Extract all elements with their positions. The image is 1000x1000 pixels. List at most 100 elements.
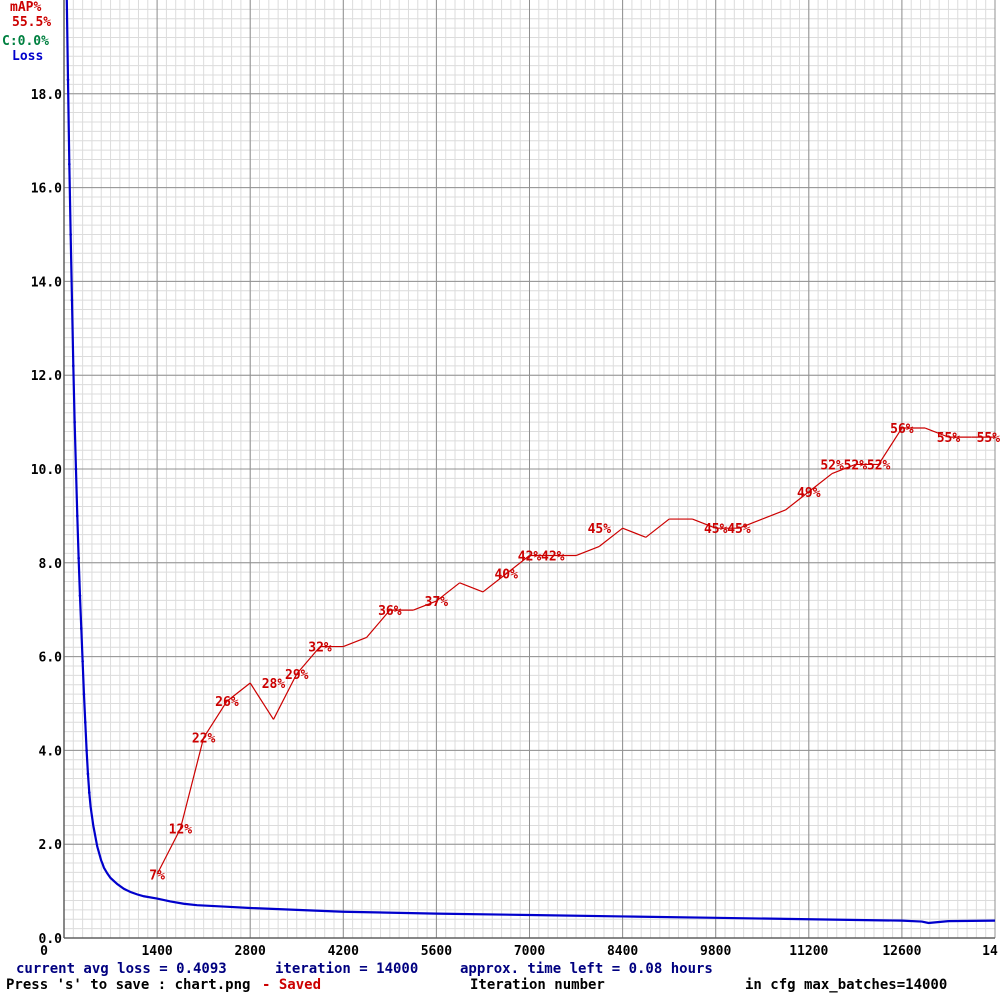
x-tick-label: 12600 [882, 944, 921, 959]
y-tick-label: 14.0 [31, 275, 62, 290]
map-line-segment [226, 682, 251, 702]
legend-map-title: mAP% [10, 0, 42, 15]
map-data-label: 49% [797, 486, 821, 501]
loss-point [81, 659, 84, 663]
loss-point [82, 692, 86, 696]
loss-point [77, 556, 80, 560]
map-line-segment [249, 682, 274, 720]
loss-point [70, 298, 74, 302]
map-data-label: 56% [890, 422, 914, 437]
map-line-segment [366, 609, 391, 638]
map-line-segment [343, 636, 367, 648]
map-line-segment [622, 527, 647, 538]
map-line-segment [924, 427, 949, 438]
status-save-hint: Press 's' to save : chart.png [6, 977, 251, 993]
loss-line [65, 0, 996, 925]
x-tick-label: 9800 [700, 944, 731, 959]
y-tick-label: 18.0 [31, 88, 62, 103]
loss-point [73, 420, 76, 424]
status-saved: - Saved [262, 977, 322, 993]
map-line-segment [831, 463, 856, 475]
legend-map-value: 55.5% [12, 15, 52, 30]
y-tick-label: 16.0 [31, 182, 62, 197]
map-data-label: 28% [262, 677, 286, 692]
map-data-label: 29% [285, 668, 309, 683]
map-data-label: 45% [727, 522, 751, 537]
loss-point [83, 720, 87, 724]
loss-point [79, 627, 83, 630]
loss-point [68, 162, 71, 166]
map-line-segment [762, 509, 786, 520]
x-tick-label: 4200 [328, 944, 359, 959]
y-axis-ticks: 0.0 2.0 4.0 6.0 8.0 10.0 12.0 14.0 16.0 18.0 [31, 88, 62, 947]
loss-point [72, 364, 75, 368]
x-tick-label: 8400 [607, 944, 638, 959]
y-tick-label: 0.0 [39, 932, 63, 947]
map-line-segment [203, 700, 228, 738]
map-line-segment [156, 828, 181, 875]
loss-point [76, 514, 79, 518]
loss-point [86, 772, 90, 776]
map-data-label: 26% [215, 695, 239, 710]
loss-point [78, 594, 82, 597]
map-series [156, 427, 995, 875]
map-line-segment [505, 555, 530, 575]
loss-point [74, 467, 78, 471]
major-grid [63, 0, 996, 939]
x-tick-label: 0 [40, 944, 48, 959]
loss-point [66, 78, 70, 82]
x-tick-label: 11200 [789, 944, 828, 959]
map-line-segment [878, 427, 903, 465]
map-data-label: 22% [192, 732, 216, 747]
y-tick-label: 12.0 [31, 369, 62, 384]
map-line-segment [645, 518, 670, 538]
map-line-segment [785, 491, 810, 511]
map-line-segment [482, 573, 507, 593]
status-avg-loss: current avg loss = 0.4093 [16, 961, 227, 977]
loss-point [85, 749, 88, 752]
loss-point [87, 791, 91, 794]
y-tick-label: 10.0 [31, 463, 62, 478]
status-max-batches: in cfg max_batches=14000 [745, 977, 948, 993]
map-line-segment [412, 600, 437, 611]
map-data-label: 52% [844, 458, 868, 473]
map-data-label: 52% [867, 458, 891, 473]
x-tick-label: 1400 [141, 944, 172, 959]
status-time-left: approx. time left = 0.08 hours [460, 961, 713, 977]
map-line-segment [296, 646, 321, 675]
map-data-label: 42% [518, 550, 542, 565]
map-data-label: 55% [937, 431, 961, 446]
x-axis-ticks: 0 1400 2800 4200 5600 7000 8400 9800 11200 12600 1… [40, 944, 998, 959]
x-tick-label: 2800 [235, 944, 266, 959]
map-line-segment [738, 518, 763, 529]
y-tick-label: 2.0 [39, 838, 63, 853]
y-tick-label: 6.0 [39, 651, 63, 666]
x-tick-label: 7000 [514, 944, 545, 959]
loss-point [69, 233, 72, 236]
map-data-label: 37% [425, 595, 449, 610]
y-tick-label: 4.0 [39, 744, 63, 759]
map-data-label: 32% [308, 641, 332, 656]
map-line-segment [436, 582, 461, 602]
map-data-labels: 7%12%22%26%28%29%32%36%37%40%42% 42%45% 45… [149, 422, 1000, 883]
map-data-label: 7% [149, 868, 165, 883]
x-tick-label: 14 [982, 944, 998, 959]
map-data-label: 52% [820, 458, 844, 473]
map-data-label: 40% [494, 568, 518, 583]
map-data-label: 45% [704, 522, 728, 537]
map-line-segment [459, 582, 484, 593]
map-line-segment [692, 518, 716, 529]
map-data-label: 45% [588, 522, 612, 537]
map-data-label: 36% [378, 604, 402, 619]
map-data-label: 42% [541, 550, 565, 565]
x-tick-label: 5600 [421, 944, 452, 959]
status-iteration: iteration = 14000 [275, 961, 419, 977]
map-line-segment [808, 473, 833, 493]
y-tick-label: 8.0 [39, 557, 63, 572]
map-data-label: 55% [977, 431, 1000, 446]
map-line-segment [179, 737, 205, 829]
map-line-segment [575, 545, 600, 557]
legend-loss: Loss [12, 49, 44, 64]
map-line-segment [272, 673, 298, 720]
